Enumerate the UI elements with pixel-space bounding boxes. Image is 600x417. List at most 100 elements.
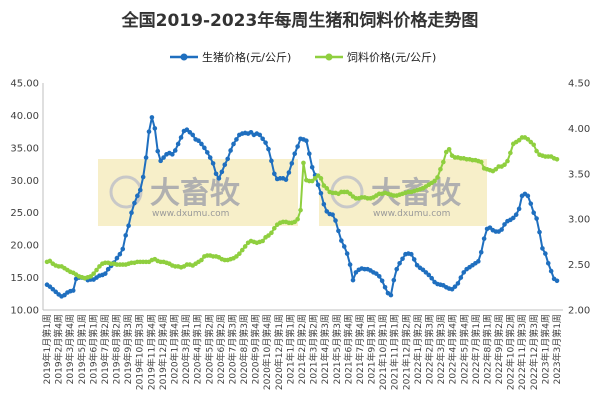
feed-price-point[interactable] <box>88 274 94 279</box>
hog-price-point[interactable] <box>382 285 388 290</box>
hog-price-point[interactable] <box>178 135 184 140</box>
hog-price-point[interactable] <box>452 284 458 289</box>
hog-price-point[interactable] <box>344 251 350 256</box>
feed-price-point[interactable] <box>324 186 330 191</box>
hog-price-point[interactable] <box>123 233 128 238</box>
hog-price-point[interactable] <box>213 171 219 177</box>
feed-price-point[interactable] <box>516 137 522 143</box>
hog-price-point[interactable] <box>146 129 152 134</box>
hog-price-point[interactable] <box>545 261 551 266</box>
hog-price-point[interactable] <box>379 278 385 284</box>
hog-price-point[interactable] <box>137 187 143 193</box>
hog-price-point[interactable] <box>170 152 175 157</box>
hog-price-point[interactable] <box>172 148 178 153</box>
hog-price-point[interactable] <box>391 277 397 283</box>
hog-price-point[interactable] <box>400 256 405 262</box>
hog-price-point[interactable] <box>126 223 131 228</box>
hog-price-point[interactable] <box>283 177 289 182</box>
hog-price-point[interactable] <box>333 218 338 223</box>
hog-price-point[interactable] <box>286 170 292 175</box>
hog-price-point[interactable] <box>499 227 504 232</box>
hog-price-point[interactable] <box>306 151 312 156</box>
hog-price-point[interactable] <box>309 165 315 170</box>
feed-price-point[interactable] <box>199 257 204 263</box>
legend-item-hog[interactable]: 生猪价格(元/公斤) <box>170 50 291 64</box>
feed-price-point[interactable] <box>298 207 303 213</box>
feed-price-point[interactable] <box>432 178 437 184</box>
hog-price-point[interactable] <box>260 136 265 142</box>
feed-price-point[interactable] <box>478 159 484 165</box>
feed-price-point[interactable] <box>528 139 534 145</box>
feed-price-point[interactable] <box>94 267 99 273</box>
hog-price-point[interactable] <box>455 281 461 286</box>
hog-price-point[interactable] <box>534 216 539 221</box>
hog-price-point[interactable] <box>350 277 356 283</box>
feed-price-point[interactable] <box>505 158 510 164</box>
hog-price-point[interactable] <box>336 228 341 234</box>
feed-price-point[interactable] <box>502 162 507 168</box>
hog-price-point[interactable] <box>216 176 222 181</box>
feed-price-point[interactable] <box>260 238 265 244</box>
hog-price-point[interactable] <box>339 238 344 243</box>
hog-price-point[interactable] <box>458 275 464 280</box>
feed-price-point[interactable] <box>347 191 353 197</box>
hog-price-point[interactable] <box>481 236 487 241</box>
feed-price-point[interactable] <box>446 146 452 152</box>
hog-price-point[interactable] <box>257 132 263 138</box>
hog-price-point[interactable] <box>318 190 324 196</box>
hog-price-point[interactable] <box>219 169 225 175</box>
hog-price-point[interactable] <box>429 275 434 281</box>
hog-price-point[interactable] <box>554 278 560 284</box>
hog-price-point[interactable] <box>129 210 134 216</box>
hog-price-point[interactable] <box>476 259 481 264</box>
hog-price-point[interactable] <box>513 212 519 217</box>
feed-price-point[interactable] <box>47 258 53 264</box>
hog-price-point[interactable] <box>408 251 414 257</box>
feed-price-point[interactable] <box>554 156 560 162</box>
hog-price-point[interactable] <box>388 292 394 298</box>
hog-price-point[interactable] <box>394 266 400 272</box>
hog-price-point[interactable] <box>202 145 207 151</box>
hog-price-point[interactable] <box>196 138 201 144</box>
hog-price-point[interactable] <box>295 144 300 149</box>
feed-price-point[interactable] <box>234 254 239 259</box>
feed-price-point[interactable] <box>435 175 440 180</box>
hog-price-point[interactable] <box>135 193 140 199</box>
feed-price-point[interactable] <box>295 216 300 222</box>
hog-price-point[interactable] <box>199 141 204 147</box>
hog-price-point[interactable] <box>210 161 216 166</box>
hog-price-point[interactable] <box>263 140 268 145</box>
feed-price-point[interactable] <box>318 176 324 181</box>
hog-price-point[interactable] <box>543 251 548 256</box>
hog-price-point[interactable] <box>70 288 76 293</box>
feed-price-point[interactable] <box>239 247 245 253</box>
feed-price-point[interactable] <box>493 166 499 172</box>
hog-price-point[interactable] <box>114 255 120 261</box>
hog-price-point[interactable] <box>315 182 321 188</box>
hog-price-point[interactable] <box>158 158 163 164</box>
feed-price-point[interactable] <box>525 137 531 142</box>
hog-price-point[interactable] <box>117 251 123 257</box>
legend-item-feed[interactable]: 饲料价格(元/公斤) <box>315 50 436 64</box>
hog-price-point[interactable] <box>397 261 402 266</box>
hog-price-point[interactable] <box>204 150 210 155</box>
hog-price-point[interactable] <box>528 201 534 206</box>
feed-price-point[interactable] <box>443 149 449 155</box>
feed-price-point[interactable] <box>315 173 321 178</box>
hog-price-point[interactable] <box>190 132 196 138</box>
hog-price-point[interactable] <box>140 174 146 180</box>
hog-price-point[interactable] <box>234 137 239 142</box>
hog-price-point[interactable] <box>548 268 554 274</box>
hog-price-point[interactable] <box>269 158 274 164</box>
hog-price-point[interactable] <box>292 151 298 156</box>
hog-price-point[interactable] <box>461 270 467 275</box>
feed-price-point[interactable] <box>266 233 271 238</box>
hog-price-point[interactable] <box>105 266 111 272</box>
feed-price-point[interactable] <box>321 183 327 188</box>
hog-price-point[interactable] <box>537 229 542 235</box>
hog-price-point[interactable] <box>531 210 536 216</box>
feed-price-point[interactable] <box>237 251 242 256</box>
hog-price-point[interactable] <box>330 212 335 217</box>
hog-price-point[interactable] <box>266 146 271 152</box>
hog-price-point[interactable] <box>540 246 545 251</box>
